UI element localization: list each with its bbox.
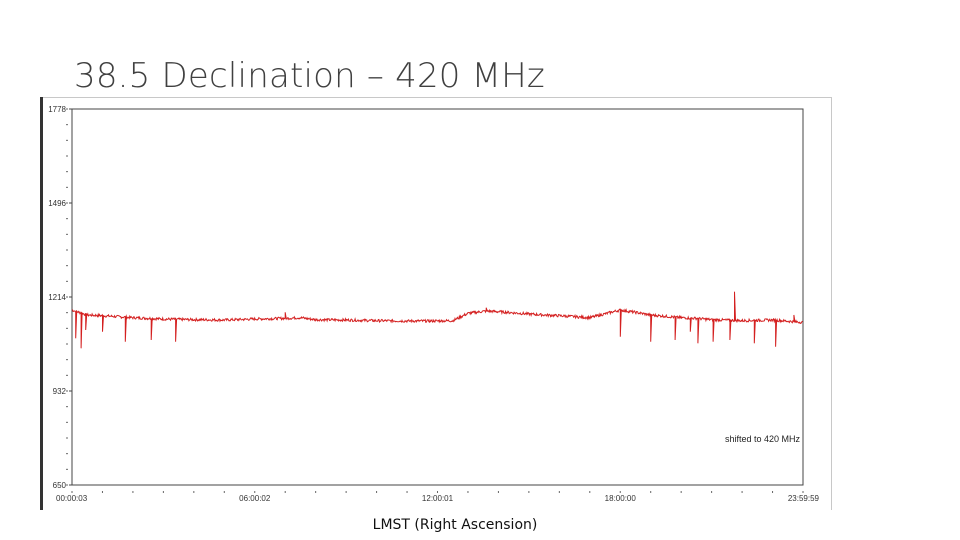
chart-plot-area [72, 291, 803, 349]
y-tick-label: 650 [53, 481, 67, 490]
y-tick-label: 932 [53, 387, 67, 396]
x-tick-label: 06:00:02 [239, 494, 271, 503]
x-tick-label: 12:00:01 [422, 494, 454, 503]
chart-annotation: shifted to 420 MHz [725, 434, 801, 444]
chart-frame [40, 97, 832, 510]
x-tick-label: 00:00:03 [56, 494, 88, 503]
y-tick-label: 1778 [48, 105, 66, 114]
chart-frame-left-edge [40, 97, 43, 510]
series-line [72, 291, 803, 349]
x-tick-label: 18:00:00 [605, 494, 637, 503]
plot-border [71, 108, 804, 486]
chart-ticks: 650 932 1214 1496 1778 00:00:03 06:00:02 12:00:… [48, 105, 819, 503]
slide-title: 38.5 Declination – 420 MHz [74, 56, 545, 96]
y-tick-label: 1214 [48, 293, 66, 302]
x-tick-label: 23:59:59 [788, 494, 820, 503]
y-tick-label: 1496 [48, 199, 66, 208]
chart-axes [71, 108, 804, 486]
x-axis-label: LMST (Right Ascension) [372, 517, 538, 533]
